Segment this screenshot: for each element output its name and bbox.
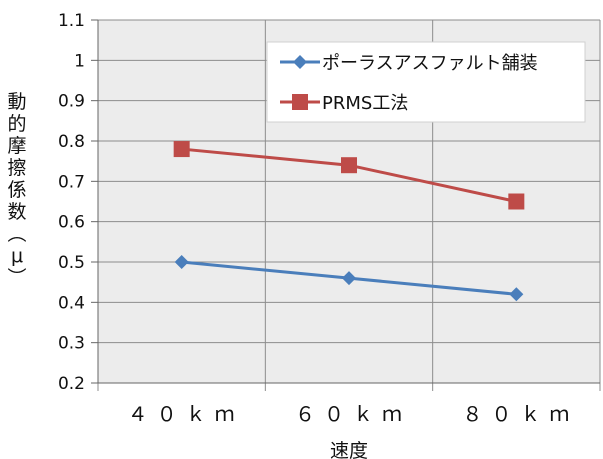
axes [91,19,600,384]
y-axis-label-char: μ [10,245,24,267]
y-tick-label: 1 [74,51,85,71]
y-axis-label-char: ︶ [7,267,27,289]
legend-label: ポーラスアスファルト舗装 [322,53,538,74]
x-tick-labels: ４０ｋｍ ６０ｋｍ ８０ｋｍ [128,402,578,426]
y-axis-label-char: 数 [7,201,27,223]
x-tick-label: ６０ｋｍ [295,402,411,426]
y-tick-labels: 0.2 0.3 0.4 0.5 0.6 0.7 0.8 0.9 1 1.1 [58,11,85,394]
x-tick-label: ８０ｋｍ [462,402,578,426]
y-tick-label: 0.5 [58,253,85,273]
y-tick-label: 0.2 [58,374,85,394]
y-axis-label-char: 的 [7,113,27,135]
y-tick-label: 0.4 [58,293,85,313]
legend-marker [293,55,307,69]
series-porous-asphalt [174,255,524,302]
data-point [173,141,190,158]
y-axis-label-char: 摩 [7,135,27,157]
y-tick-label: 0.3 [58,334,85,354]
data-point [342,271,356,286]
y-axis-label-char: 擦 [7,157,27,179]
data-point [341,157,357,174]
x-axis-label: 速度 [330,440,368,459]
series-prms [173,141,525,210]
y-tick-label: 0.6 [58,213,85,233]
data-point [509,287,524,302]
x-tick-label: ４０ｋｍ [128,402,244,426]
y-axis-label-char: 係 [7,179,27,201]
y-tick-label: 1.1 [58,11,85,31]
y-axis-label-char: 動 [7,91,27,113]
series-group [173,141,525,302]
y-tick-label: 0.8 [58,132,85,152]
data-point [508,193,525,210]
legend-box [266,41,586,123]
legend: ポーラスアスファルト舗装 PRMS工法 [266,41,586,123]
y-axis-label-char: ︵ [7,223,27,245]
legend-label: PRMS工法 [322,93,408,114]
y-tick-label: 0.9 [58,92,85,112]
y-tick-label: 0.7 [58,172,85,192]
data-point [174,255,189,269]
legend-marker [292,94,308,110]
